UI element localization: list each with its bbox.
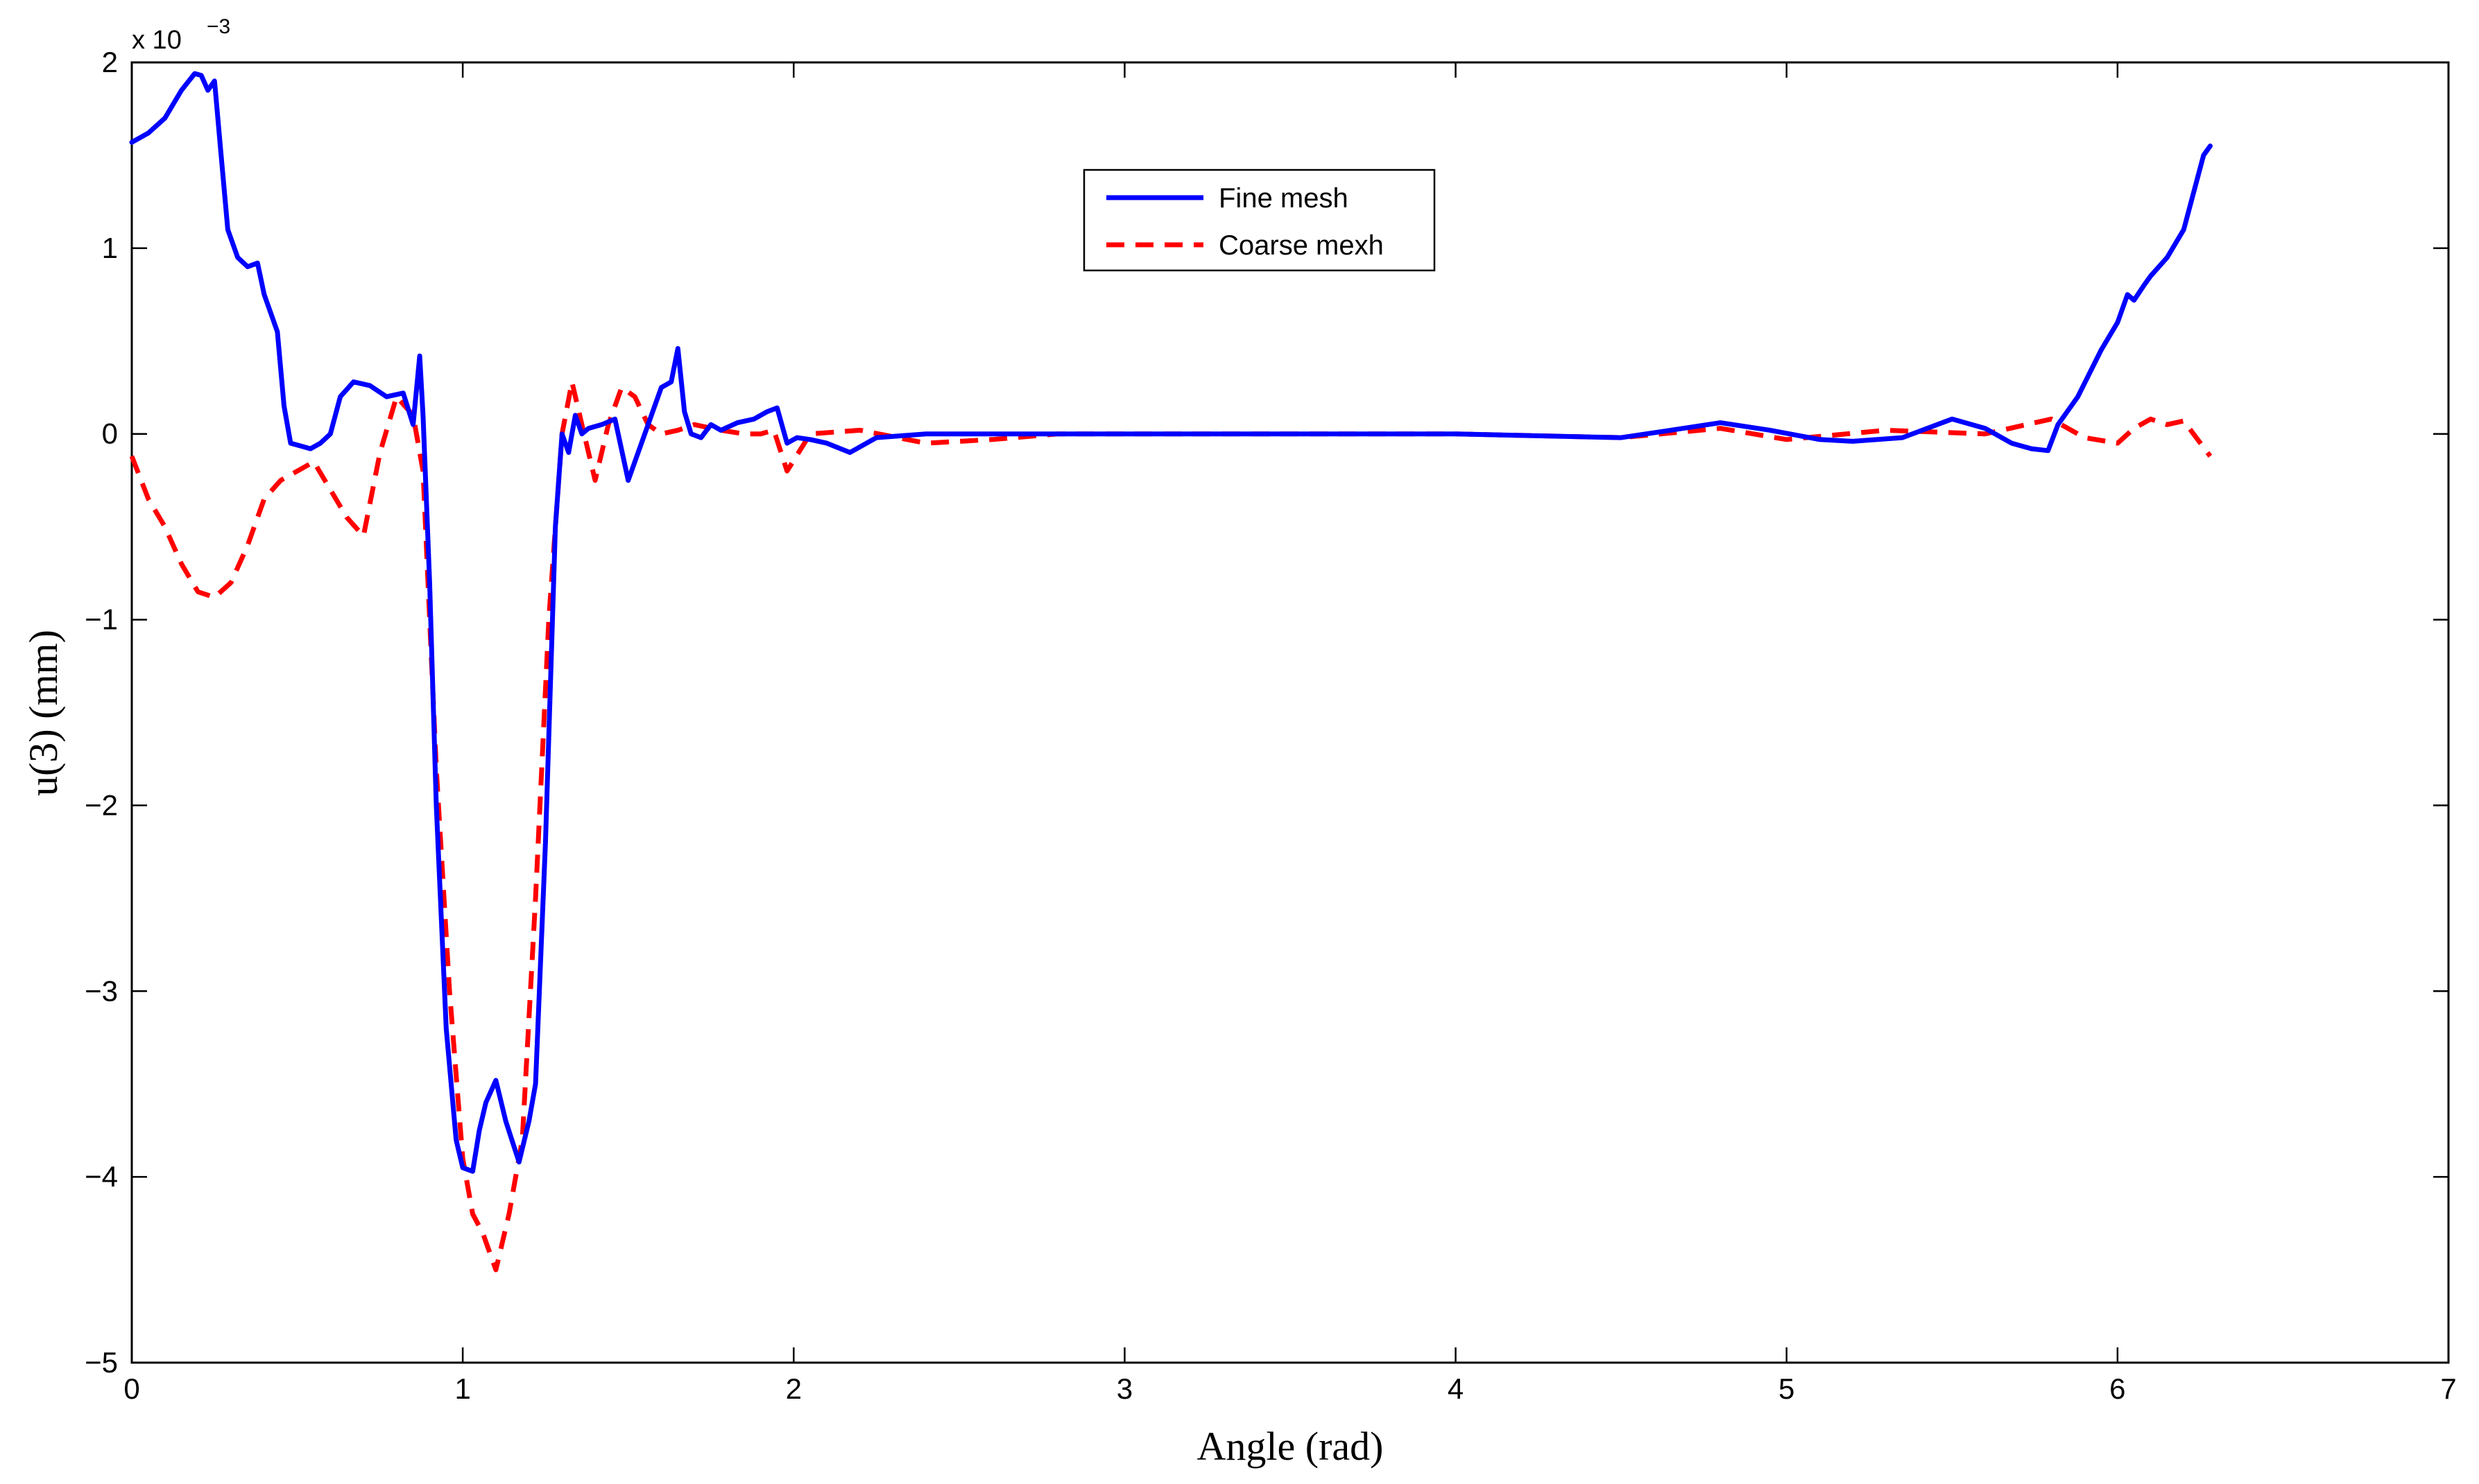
series-layer [129,71,2213,1272]
x-tick-label: 5 [1778,1372,1794,1405]
plot-area-frame [130,61,2450,1364]
y-tick-label: 1 [102,232,118,264]
legend-label-fine-mesh: Fine mesh [1219,183,1348,214]
x-tick-label: 4 [1448,1372,1464,1405]
x-tick-label: 6 [2109,1372,2125,1405]
y-axis-label: u(3) (mm) [21,630,66,796]
y-tick-label: 2 [102,46,118,78]
x-tick-label: 2 [786,1372,802,1405]
x-tick-label: 1 [454,1372,470,1405]
legend-box [1083,169,1436,272]
y-multiplier-exponent: −3 [207,15,230,38]
y-multiplier-label: x 10 [132,26,182,55]
x-tick-label: 0 [123,1372,139,1405]
series-line-fine-mesh [129,71,2213,1174]
y-axis-multiplier: x 10 −3 [132,15,230,55]
y-axis-ticks: −5 −4 −3 −2 −1 0 1 2 [85,46,2448,1379]
x-tick-label: 3 [1117,1372,1133,1405]
y-tick-label: −2 [85,788,118,821]
y-tick-label: −1 [85,603,118,636]
y-tick-label: −5 [85,1346,118,1379]
legend-label-coarse-mexh: Coarse mexh [1219,230,1384,261]
legend: Fine mesh Coarse mexh [1083,169,1436,272]
x-axis-ticks: 0 1 2 3 4 5 6 7 [123,62,2457,1405]
y-tick-label: −4 [85,1160,118,1193]
x-tick-label: 7 [2440,1372,2456,1405]
y-tick-label: 0 [102,417,118,450]
y-tick-label: −3 [85,974,118,1007]
series-line-coarse-mexh [129,379,2213,1272]
x-axis-label: Angle (rad) [1197,1424,1384,1469]
